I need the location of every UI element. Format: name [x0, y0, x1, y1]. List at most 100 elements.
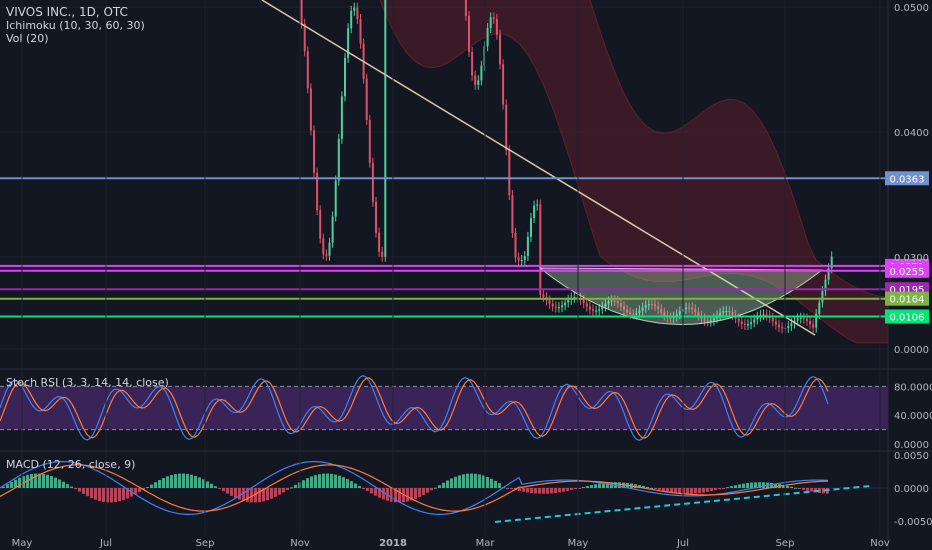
macd-histogram-bar	[238, 488, 241, 500]
macd-histogram-bar	[70, 486, 73, 488]
candle-body	[712, 318, 715, 321]
macd-histogram-bar	[382, 488, 385, 500]
macd-histogram-bar	[822, 488, 825, 494]
candle-body	[322, 238, 325, 255]
time-tick-label: Sep	[776, 538, 795, 549]
macd-histogram-bar	[658, 488, 661, 490]
candle-body	[520, 259, 523, 261]
candle-body	[564, 302, 567, 306]
macd-histogram-bar	[254, 488, 257, 503]
candle-body	[325, 254, 328, 256]
candle-body	[554, 306, 557, 308]
macd-histogram-bar	[62, 481, 65, 488]
macd-histogram-bar	[274, 488, 277, 497]
macd-histogram-bar	[334, 474, 337, 488]
candle-body	[657, 306, 660, 310]
macd-histogram-bar	[438, 485, 441, 488]
macd-histogram-bar	[430, 488, 433, 491]
macd-histogram-bar	[538, 488, 541, 494]
candle-body	[536, 204, 539, 206]
candle-body	[499, 34, 501, 65]
macd-histogram-bar	[554, 488, 557, 494]
macd-histogram-bar	[666, 488, 669, 492]
price-axis[interactable]: 0.08310.05590.03630.02710.02550.01950.01…	[885, 0, 932, 550]
candle-body	[598, 309, 601, 311]
macd-histogram-bar	[546, 488, 549, 494]
candle-body	[495, 18, 498, 35]
candle-body	[616, 301, 619, 304]
macd-histogram-bar	[594, 484, 597, 488]
macd-histogram-bar	[582, 487, 585, 489]
macd-histogram-bar	[118, 488, 121, 502]
macd-histogram-bar	[562, 488, 565, 492]
macd-histogram-bar	[818, 488, 821, 493]
macd-histogram-bar	[474, 473, 477, 488]
symbol-title[interactable]: VIVOS INC., 1D, OTC	[6, 5, 128, 19]
candle-body	[802, 317, 805, 319]
level-tag	[885, 309, 929, 324]
candle-body	[300, 0, 303, 24]
candle-body	[722, 311, 725, 313]
macd-histogram-bar	[150, 484, 153, 488]
volume-label[interactable]: Vol (20)	[6, 32, 49, 45]
macd-histogram-bar	[354, 483, 357, 488]
macd-histogram-bar	[434, 487, 437, 489]
candle-body	[331, 216, 334, 243]
stoch-rsi-panel[interactable]	[0, 374, 932, 452]
time-tick-label: 2018	[379, 538, 407, 549]
candle-body	[731, 312, 734, 316]
ichimoku-label[interactable]: Ichimoku (10, 30, 60, 30)	[6, 19, 145, 32]
macd-histogram-bar	[714, 488, 717, 491]
macd-histogram-bar	[234, 488, 237, 498]
macd-histogram-bar	[54, 477, 57, 488]
macd-histogram-bar	[326, 473, 329, 488]
candle-body	[489, 17, 492, 29]
macd-histogram-bar	[314, 475, 317, 488]
macd-histogram-bar	[46, 474, 49, 488]
signal-line	[0, 464, 829, 512]
macd-histogram-bar	[482, 475, 485, 488]
price-panel[interactable]	[0, 0, 932, 370]
macd-histogram-bar	[466, 473, 469, 488]
cup-pattern	[538, 267, 824, 325]
macd-label[interactable]: MACD (12, 26, close, 9)	[6, 458, 136, 471]
macd-histogram-bar	[90, 488, 93, 499]
macd-tick-label: -0.0050	[894, 517, 932, 528]
candle-body	[471, 51, 474, 76]
macd-histogram-bar	[194, 475, 197, 488]
macd-histogram-bar	[642, 485, 645, 488]
macd-histogram-bar	[510, 488, 513, 490]
macd-histogram-bar	[106, 488, 109, 503]
candle-body	[533, 205, 536, 219]
candle-body	[595, 310, 598, 312]
candle-body	[601, 306, 604, 310]
macd-histogram-bar	[114, 488, 117, 503]
macd-histogram-bar	[98, 488, 101, 502]
macd-histogram-bar	[218, 488, 221, 489]
macd-histogram-bar	[286, 488, 289, 490]
macd-histogram-bar	[406, 488, 409, 502]
macd-histogram-bar	[462, 474, 465, 488]
level-tag	[885, 171, 929, 186]
macd-histogram-bar	[250, 488, 253, 503]
candle-body	[514, 232, 517, 258]
macd-histogram-bar	[226, 488, 229, 494]
candle-body	[728, 310, 731, 313]
candle-body	[821, 291, 824, 303]
candle-body	[477, 80, 480, 85]
stoch-d-line	[0, 377, 829, 439]
candle-body	[756, 316, 759, 320]
macd-histogram-bar	[786, 485, 789, 488]
macd-histogram-bar	[442, 482, 445, 488]
macd-histogram-bar	[806, 488, 809, 491]
macd-histogram-bar	[678, 488, 681, 494]
macd-histogram-bar	[318, 474, 321, 488]
stoch-rsi-label[interactable]: Stoch RSI (3, 3, 14, 14, close)	[6, 376, 169, 389]
candle-body	[753, 319, 756, 323]
macd-tick-label: 0.0000	[894, 484, 929, 495]
candle-body	[765, 314, 768, 316]
candle-body	[561, 305, 563, 308]
macd-histogram-bar	[146, 487, 149, 489]
macd-histogram-bar	[398, 488, 401, 503]
